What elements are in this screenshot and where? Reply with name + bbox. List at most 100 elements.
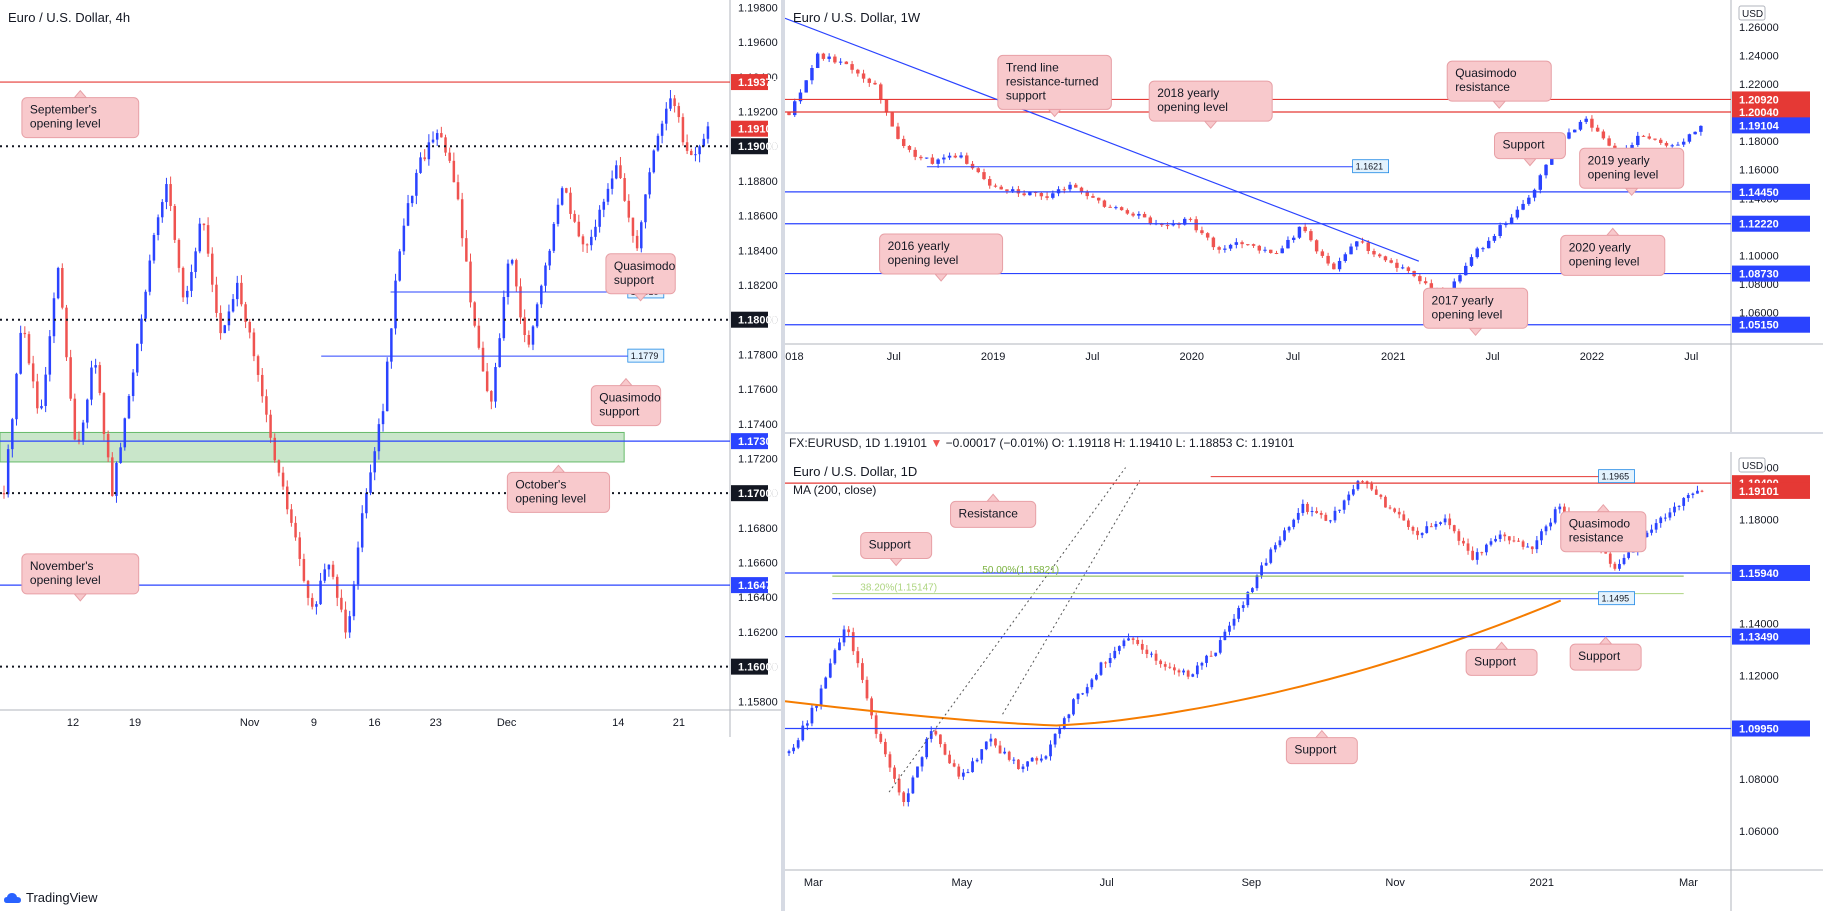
time-tick-label: Jul xyxy=(887,351,901,363)
currency-text: USD xyxy=(1742,9,1763,20)
chart-panel-1d[interactable]: FX:EURUSD, 1D 1.19101 ▼ −0.00017 (−0.01%… xyxy=(785,434,1823,911)
candle-body xyxy=(1291,237,1296,240)
time-tick-label: 21 xyxy=(673,717,685,729)
price-badge-box xyxy=(1732,628,1810,645)
candle-body xyxy=(219,312,222,334)
segment-tag-text: 1.1965 xyxy=(1602,472,1630,482)
price-tick-label: 1.15800 xyxy=(738,696,778,708)
candle-body xyxy=(456,182,460,200)
candle-body xyxy=(281,472,285,487)
callout-text: September's xyxy=(30,103,97,117)
segment-tag-box xyxy=(627,348,665,363)
chart-panel-4h[interactable]: 1.18161.17791.198001.196001.194001.19200… xyxy=(0,0,781,737)
price-tick-label: 1.18800 xyxy=(738,176,778,188)
callout-pointer xyxy=(1494,641,1509,650)
callout-text: Support xyxy=(1474,654,1517,668)
price-badge-text: 1.15940 xyxy=(1739,568,1779,580)
price-badge: 1.12220 xyxy=(1732,215,1810,232)
chart-canvas-1w[interactable]: 1.16211.260001.240001.220001.200001.1800… xyxy=(785,0,1823,432)
candle-body xyxy=(1186,670,1190,677)
chart-title-4h: Euro / U.S. Dollar, 4h xyxy=(8,10,131,25)
candle-body xyxy=(1452,281,1456,294)
segment-tag-box xyxy=(1598,469,1635,484)
candle-body xyxy=(865,679,869,699)
candle-body xyxy=(1544,526,1548,532)
horizontal-divider[interactable] xyxy=(785,432,1823,434)
chart-canvas-4h[interactable]: 1.18161.17791.198001.196001.194001.19200… xyxy=(0,0,781,737)
candle-body xyxy=(273,437,276,461)
chart-canvas-1d[interactable]: 50.00%(1.15821) 38.20%(1.15147) 1.1495 1.19… xyxy=(785,452,1823,911)
candle-body xyxy=(1319,513,1323,515)
candle-body xyxy=(936,159,940,164)
candle-body xyxy=(1108,206,1112,208)
chart-panel-1w[interactable]: 1.16211.260001.240001.220001.200001.1800… xyxy=(785,0,1823,432)
candle-body xyxy=(581,236,585,245)
candle-body xyxy=(1492,235,1497,241)
candle-body xyxy=(319,580,322,605)
symbol-label: FX:EURUSD, 1D xyxy=(789,436,881,450)
tradingview-logo[interactable]: TradingView xyxy=(4,890,98,905)
candle-body xyxy=(1434,523,1438,527)
candle-body xyxy=(206,225,210,254)
candle-body xyxy=(1411,526,1415,531)
candle-body xyxy=(440,133,443,138)
candle-body xyxy=(1297,226,1302,238)
time-tick-label: 2022 xyxy=(1580,351,1604,363)
segment-tag: 1.1779 xyxy=(627,348,665,363)
callout-pointer xyxy=(1468,327,1483,337)
callout-text: Support xyxy=(1503,138,1546,152)
candle-body xyxy=(1251,244,1256,246)
candle-body xyxy=(1489,541,1493,545)
candle-body xyxy=(1228,625,1231,632)
candle-body xyxy=(1090,679,1094,688)
callout-text: resistance xyxy=(1455,80,1510,94)
time-tick-label: 12 xyxy=(67,717,79,729)
candle-body xyxy=(975,759,979,762)
candle-body xyxy=(344,609,347,633)
price-badge-box xyxy=(731,311,768,328)
candle-body xyxy=(119,447,122,463)
candle-body xyxy=(498,338,501,368)
candle-body xyxy=(804,80,808,93)
price-tick-label: 1.18000 xyxy=(1739,515,1779,527)
candle-body xyxy=(1512,540,1516,542)
candle-body xyxy=(1466,543,1470,551)
candle-body xyxy=(838,61,843,63)
candle-body xyxy=(6,449,10,495)
candle-body xyxy=(1079,187,1084,192)
chart-title-1w: Euro / U.S. Dollar, 1W xyxy=(793,10,921,25)
candle-body xyxy=(920,757,924,767)
time-tick-label: 23 xyxy=(430,717,442,729)
candle-body xyxy=(1263,249,1267,251)
price-tick-label: 1.16600 xyxy=(738,558,778,570)
candle-body xyxy=(106,433,110,458)
candle-body xyxy=(669,98,672,109)
candle-body xyxy=(999,186,1003,190)
segment-tag: 1.1621 xyxy=(1352,159,1389,174)
candle-body xyxy=(510,260,514,264)
candle-body xyxy=(1527,197,1531,204)
candle-body xyxy=(606,188,610,202)
candle-body xyxy=(90,367,93,400)
candle-body xyxy=(377,424,381,452)
candle-body xyxy=(231,299,235,312)
callout-box xyxy=(590,385,662,427)
channel-line xyxy=(888,467,1126,793)
candle-body xyxy=(1136,639,1140,644)
candle-body xyxy=(1521,203,1525,210)
price-tick-label: 1.06000 xyxy=(1739,826,1779,838)
candle-body xyxy=(315,604,318,607)
candle-body xyxy=(1645,532,1649,537)
candle-body xyxy=(356,547,360,585)
fib-label: 38.20%(1.15147) xyxy=(860,583,937,594)
candle-body xyxy=(127,396,131,419)
candle-body xyxy=(883,741,887,755)
callout-text: opening level xyxy=(515,491,586,505)
candle-body xyxy=(485,371,489,392)
price-badge-box xyxy=(1732,482,1810,499)
price-tick-label: 1.18600 xyxy=(738,211,778,223)
candle-body xyxy=(173,205,177,240)
candle-body xyxy=(594,226,597,237)
vertical-divider[interactable] xyxy=(781,0,785,911)
candle-body xyxy=(144,291,147,319)
